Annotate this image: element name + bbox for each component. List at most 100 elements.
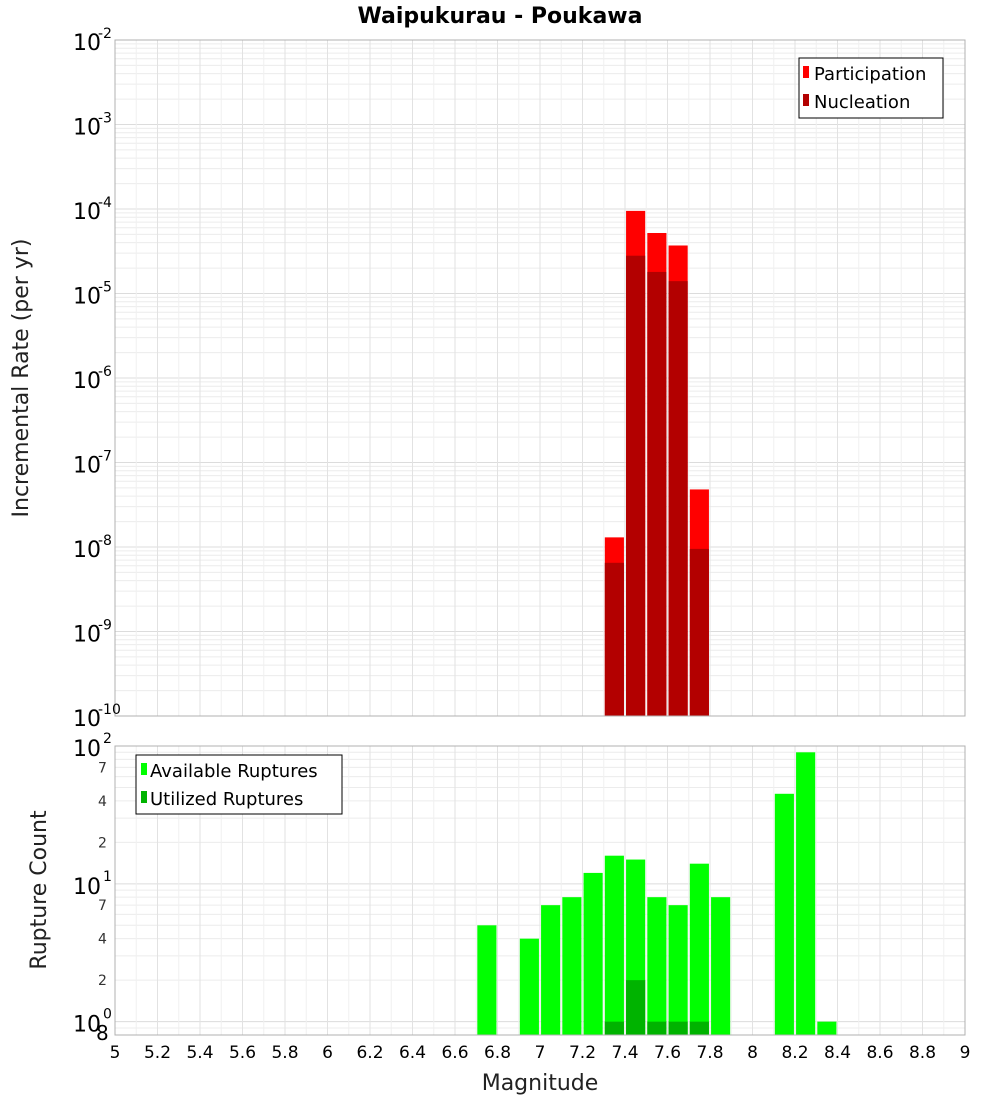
bottom-y-minor-tick-label: 7	[98, 898, 107, 914]
available-ruptures-bar	[562, 897, 582, 1035]
bottom-y-minor-tick-label: 7	[98, 760, 107, 776]
bottom-y-tick-base: 10	[73, 875, 101, 900]
available-ruptures-bar	[541, 905, 561, 1035]
x-tick-label: 6.8	[484, 1043, 511, 1063]
bottom-y-minor-tick-label: 4	[98, 932, 107, 948]
x-tick-label: 7.8	[696, 1043, 723, 1063]
x-tick-label: 7.2	[569, 1043, 596, 1063]
x-tick-label: 6.6	[441, 1043, 468, 1063]
top-y-axis-label: Incremental Rate (per yr)	[9, 239, 34, 518]
top-y-tick-base: 10	[73, 31, 101, 56]
bottom-y-axis-label: Rupture Count	[27, 810, 52, 970]
top-legend: Participation Nucleation	[798, 57, 944, 119]
top-y-tick-exponent: -6	[98, 364, 112, 380]
x-tick-label: 7.6	[654, 1043, 681, 1063]
top-y-tick-exponent: -3	[98, 111, 112, 127]
utilized-ruptures-bar	[647, 1021, 667, 1035]
available-ruptures-bar	[711, 897, 731, 1035]
top-y-tick-base: 10	[73, 369, 101, 394]
x-tick-label: 5	[110, 1043, 121, 1063]
top-gridlines	[114, 40, 966, 717]
legend-label-participation: Participation	[814, 64, 926, 85]
x-tick-label: 8.8	[909, 1043, 936, 1063]
available-ruptures-bar	[647, 897, 667, 1035]
nucleation-bar	[647, 271, 667, 716]
bottom-y-minor-tick-label: 4	[98, 794, 107, 810]
available-ruptures-bar	[668, 905, 688, 1035]
top-y-tick-base: 10	[73, 538, 101, 563]
nucleation-bar	[668, 281, 688, 716]
bottom-y-tick-exponent: 1	[103, 869, 112, 885]
x-axis-label: Magnitude	[482, 1071, 599, 1096]
top-plot-frame	[114, 39, 966, 717]
legend-label-utilized: Utilized Ruptures	[150, 789, 303, 810]
utilized-ruptures-bar	[604, 1021, 624, 1035]
available-ruptures-bar	[689, 863, 709, 1035]
top-bars	[604, 210, 709, 717]
top-y-tick-base: 10	[73, 707, 101, 732]
x-tick-label: 7	[535, 1043, 546, 1063]
chart-title: Waipukurau - Poukawa	[358, 4, 643, 29]
x-tick-label: 8	[747, 1043, 758, 1063]
top-y-tick-base: 10	[73, 116, 101, 141]
top-y-tick-exponent: -4	[98, 195, 112, 211]
available-ruptures-bar	[774, 793, 794, 1035]
top-y-tick-exponent: -7	[98, 449, 112, 465]
bottom-y-minor-tick-label: 8	[96, 1021, 109, 1045]
top-y-tick-base: 10	[73, 285, 101, 310]
bottom-y-tick-exponent: 0	[103, 1007, 112, 1023]
x-tick-label: 5.2	[144, 1043, 171, 1063]
available-ruptures-bar	[604, 855, 624, 1035]
legend-swatch-utilized	[141, 791, 147, 803]
available-ruptures-bar	[796, 752, 816, 1035]
x-tick-label: 9	[960, 1043, 971, 1063]
x-tick-label: 8.4	[824, 1043, 851, 1063]
utilized-ruptures-bar	[668, 1021, 688, 1035]
utilized-ruptures-bar	[689, 1021, 709, 1035]
legend-label-available: Available Ruptures	[150, 761, 318, 782]
x-tick-label: 6.2	[356, 1043, 383, 1063]
legend-swatch-participation	[803, 66, 809, 78]
bottom-plot-frame	[114, 745, 966, 1036]
top-y-tick-exponent: -8	[98, 533, 112, 549]
top-y-tick-exponent: -5	[98, 280, 112, 296]
top-y-tick-exponent: -10	[98, 702, 121, 718]
legend-swatch-nucleation	[803, 94, 809, 106]
x-tick-label: 5.4	[186, 1043, 213, 1063]
available-ruptures-bar	[817, 1021, 837, 1035]
bottom-y-tick-base: 10	[73, 737, 101, 762]
nucleation-bar	[626, 255, 646, 716]
x-tick-label: 6.4	[399, 1043, 426, 1063]
x-tick-label: 8.2	[781, 1043, 808, 1063]
bottom-y-tick-exponent: 2	[103, 731, 112, 747]
top-y-tick-base: 10	[73, 623, 101, 648]
x-tick-label: 5.6	[229, 1043, 256, 1063]
utilized-ruptures-bar	[626, 980, 646, 1035]
top-legend-box	[798, 57, 944, 119]
legend-swatch-available	[141, 763, 147, 775]
nucleation-bar	[604, 562, 624, 716]
x-tick-label: 6	[322, 1043, 333, 1063]
x-tick-label: 7.4	[611, 1043, 638, 1063]
bottom-bars	[477, 752, 837, 1035]
legend-label-nucleation: Nucleation	[814, 92, 910, 113]
available-ruptures-bar	[477, 925, 497, 1035]
bottom-y-minor-tick-label: 2	[98, 835, 107, 851]
x-tick-label: 5.8	[271, 1043, 298, 1063]
available-ruptures-bar	[519, 938, 539, 1035]
bottom-legend-box	[135, 754, 343, 815]
x-tick-label: 8.6	[866, 1043, 893, 1063]
x-axis-ticks: 5 5.2 5.4 5.6 5.8 6 6.2 6.4 6.6 6.8 7 7.2 7.4 7.6 7.8 8…	[110, 1043, 971, 1063]
bottom-legend: Available Ruptures Utilized Ruptures	[135, 754, 343, 815]
top-y-tick-exponent: -2	[98, 26, 112, 42]
top-y-tick-exponent: -9	[98, 618, 112, 634]
nucleation-bar	[689, 548, 709, 716]
bottom-y-tick-base: 10	[73, 1013, 101, 1038]
bottom-y-minor-tick-label: 2	[98, 973, 107, 989]
available-ruptures-bar	[583, 872, 603, 1035]
